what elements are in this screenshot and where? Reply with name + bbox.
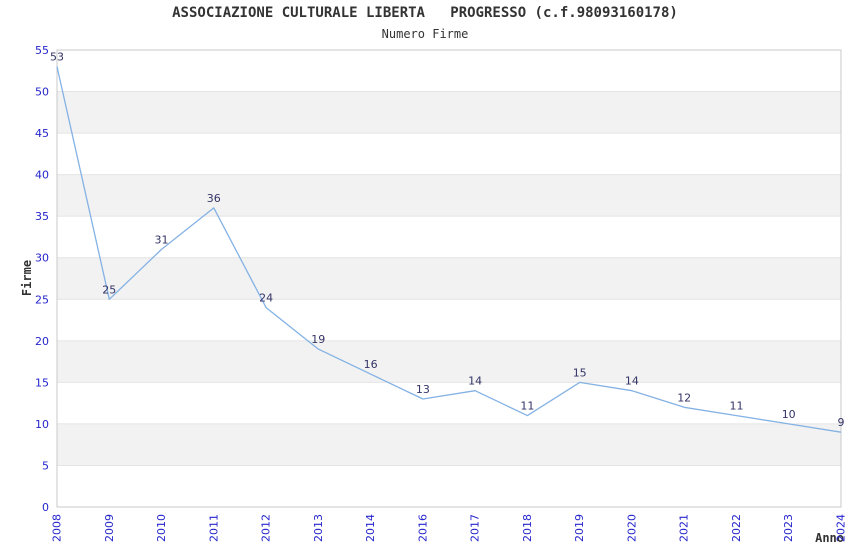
plot-band — [57, 91, 841, 134]
y-tick-label: 50 — [35, 86, 49, 99]
point-label: 53 — [50, 51, 64, 64]
series-line — [56, 66, 842, 433]
x-tick-label: 2016 — [416, 514, 429, 542]
y-tick-label: 45 — [35, 127, 49, 140]
y-tick-label: 5 — [42, 460, 49, 473]
y-tick-label: 0 — [42, 501, 49, 514]
point-label: 14 — [625, 375, 639, 388]
point-label: 11 — [730, 400, 744, 413]
x-axis-title: Anno — [815, 531, 844, 545]
plot-band — [57, 423, 841, 466]
x-tick-label: 2010 — [155, 514, 168, 542]
plot-band — [57, 340, 841, 383]
x-tick-label: 2023 — [782, 514, 795, 542]
plot-band — [57, 174, 841, 217]
plot-border — [56, 49, 842, 508]
y-tick-label: 40 — [35, 169, 49, 182]
y-tick-label: 25 — [35, 293, 49, 306]
y-tick-label: 30 — [35, 252, 49, 265]
point-label: 19 — [311, 333, 325, 346]
point-label: 14 — [468, 375, 482, 388]
point-label: 11 — [520, 400, 534, 413]
point-label: 9 — [838, 416, 845, 429]
x-tick-label: 2018 — [521, 514, 534, 542]
point-label: 31 — [155, 233, 169, 246]
point-label: 15 — [573, 366, 587, 379]
y-tick-label: 10 — [35, 418, 49, 431]
x-tick-label: 2024 — [835, 514, 848, 542]
point-label: 10 — [782, 408, 796, 421]
y-tick-label: 20 — [35, 335, 49, 348]
x-tick-label: 2020 — [625, 514, 638, 542]
x-tick-label: 2013 — [312, 514, 325, 542]
x-tick-label: 2019 — [573, 514, 586, 542]
y-tick-label: 55 — [35, 44, 49, 57]
plot-band — [57, 257, 841, 300]
chart-title: ASSOCIAZIONE CULTURALE LIBERTA PROGRESSO… — [172, 5, 678, 21]
point-label: 12 — [677, 391, 691, 404]
point-label: 24 — [259, 292, 273, 305]
x-tick-label: 2021 — [678, 514, 691, 542]
x-tick-label: 2022 — [730, 514, 743, 542]
point-label: 16 — [364, 358, 378, 371]
y-tick-label: 15 — [35, 376, 49, 389]
chart-subtitle: Numero Firme — [381, 27, 469, 41]
x-tick-label: 2008 — [51, 514, 64, 542]
x-tick-label: 2017 — [469, 514, 482, 542]
point-label: 36 — [207, 192, 221, 205]
point-label: 25 — [102, 283, 116, 296]
point-label: 13 — [416, 383, 430, 396]
x-tick-label: 2009 — [103, 514, 116, 542]
x-tick-label: 2011 — [207, 514, 220, 542]
y-tick-label: 35 — [35, 210, 49, 223]
x-tick-label: 2012 — [260, 514, 273, 542]
x-tick-label: 2014 — [364, 514, 377, 542]
